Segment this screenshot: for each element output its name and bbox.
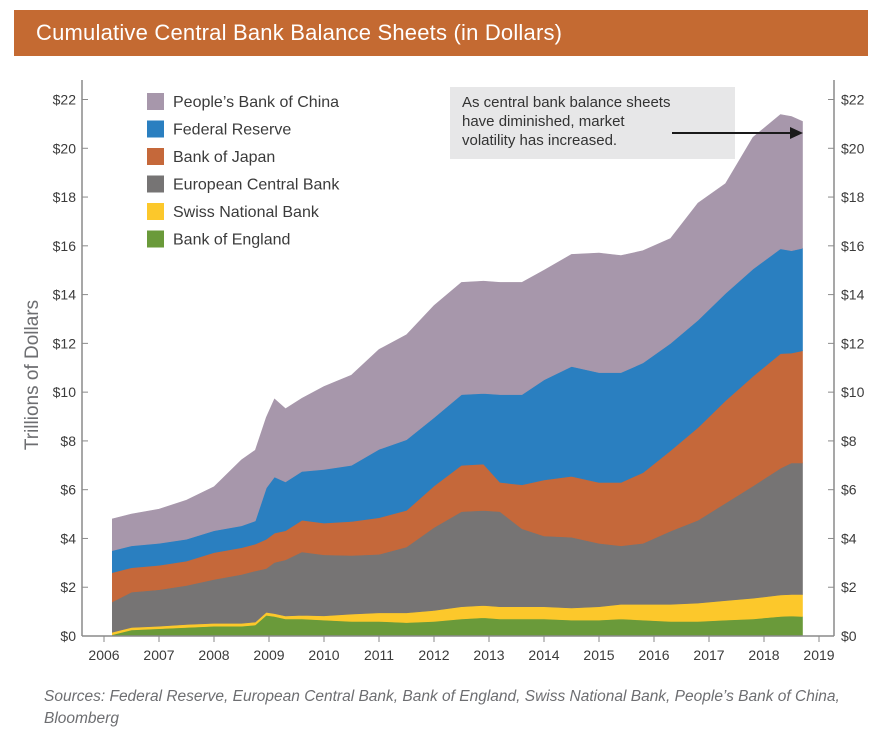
y-tick-label-left: $18 xyxy=(53,189,77,205)
legend-label: People’s Bank of China xyxy=(173,94,339,111)
legend-item-european-central-bank: European Central Bank xyxy=(147,175,340,194)
x-tick-label: 2007 xyxy=(143,647,174,663)
x-tick-label: 2015 xyxy=(583,647,614,663)
legend-label: Bank of England xyxy=(173,232,290,249)
legend-item-bank-of-japan: Bank of Japan xyxy=(147,148,275,166)
legend-item-bank-of-england: Bank of England xyxy=(147,230,290,249)
x-tick-label: 2010 xyxy=(308,647,339,663)
legend-swatch xyxy=(147,230,164,248)
area-layers xyxy=(112,114,803,637)
x-tick-label: 2014 xyxy=(528,647,559,663)
x-tick-label: 2006 xyxy=(88,647,119,663)
annotation-arrow-head xyxy=(790,127,803,139)
x-tick-label: 2011 xyxy=(364,647,394,663)
y-tick-label-right: $2 xyxy=(841,579,857,595)
y-tick-label-left: $8 xyxy=(60,433,76,449)
y-tick-label-left: $22 xyxy=(53,92,77,108)
y-tick-label-left: $4 xyxy=(60,530,76,546)
y-axis-title: Trillions of Dollars xyxy=(22,300,43,450)
annotation: As central bank balance sheets have dimin… xyxy=(450,87,803,159)
legend-label: Federal Reserve xyxy=(173,122,291,139)
y-tick-label-right: $14 xyxy=(841,287,865,303)
x-tick-label: 2008 xyxy=(198,647,229,663)
stacked-area-chart: $0 $2 $4 $6 $8 $10 $12 $14 $16 $18 $20 $22 $0 $2 $4 $6 $… xyxy=(22,80,865,663)
legend-swatch xyxy=(147,120,164,138)
legend-item-peoples-bank-of-china: People’s Bank of China xyxy=(147,93,339,111)
annotation-box xyxy=(450,87,735,159)
legend-swatch xyxy=(147,203,164,220)
legend-swatch xyxy=(147,93,164,110)
title-bar: Cumulative Central Bank Balance Sheets (… xyxy=(14,10,868,56)
y-tick-label-right: $0 xyxy=(841,628,857,644)
y-tick-label-left: $16 xyxy=(53,238,77,254)
x-tick-label: 2009 xyxy=(253,647,284,663)
x-tick-label: 2012 xyxy=(418,647,449,663)
y-tick-label-right: $18 xyxy=(841,189,865,205)
x-tick-label: 2019 xyxy=(803,647,834,663)
x-tick-label: 2016 xyxy=(638,647,669,663)
annotation-text-line: volatility has increased. xyxy=(462,132,617,149)
y-tick-label-left: $12 xyxy=(53,335,77,351)
y-tick-label-right: $22 xyxy=(841,92,865,108)
legend-item-federal-reserve: Federal Reserve xyxy=(147,120,291,139)
y-tick-label-right: $16 xyxy=(841,238,865,254)
area-peoples-bank-of-china xyxy=(112,114,803,551)
x-tick-label: 2017 xyxy=(693,647,724,663)
annotation-text-line: As central bank balance sheets xyxy=(462,94,670,111)
y-tick-label-right: $6 xyxy=(841,482,857,498)
legend-item-swiss-national-bank: Swiss National Bank xyxy=(147,203,320,221)
legend-swatch xyxy=(147,175,164,193)
chart-title: Cumulative Central Bank Balance Sheets (… xyxy=(36,20,563,45)
x-tick-label: 2013 xyxy=(473,647,504,663)
y-tick-label-left: $20 xyxy=(53,140,77,156)
legend: People’s Bank of China Federal Reserve Ban… xyxy=(147,93,340,249)
sources-note: Sources: Federal Reserve, European Centr… xyxy=(44,688,840,727)
y-tick-label-left: $14 xyxy=(53,287,77,303)
y-tick-label-right: $12 xyxy=(841,335,865,351)
axes: $0 $2 $4 $6 $8 $10 $12 $14 $16 $18 $20 $22 $0 $2 $4 $6 $… xyxy=(53,80,865,663)
y-tick-label-right: $20 xyxy=(841,140,865,156)
legend-label: Swiss National Bank xyxy=(173,204,320,221)
y-tick-label-right: $4 xyxy=(841,530,857,546)
y-tick-label-left: $2 xyxy=(60,579,76,595)
y-tick-label-right: $8 xyxy=(841,433,857,449)
y-tick-label-left: $0 xyxy=(60,628,76,644)
legend-label: European Central Bank xyxy=(173,177,340,194)
y-tick-label-right: $10 xyxy=(841,384,865,400)
legend-swatch xyxy=(147,148,164,165)
y-tick-label-left: $10 xyxy=(53,384,77,400)
annotation-text-line: have diminished, market xyxy=(462,113,625,130)
legend-label: Bank of Japan xyxy=(173,149,275,166)
y-tick-label-left: $6 xyxy=(60,482,76,498)
x-tick-label: 2018 xyxy=(748,647,779,663)
